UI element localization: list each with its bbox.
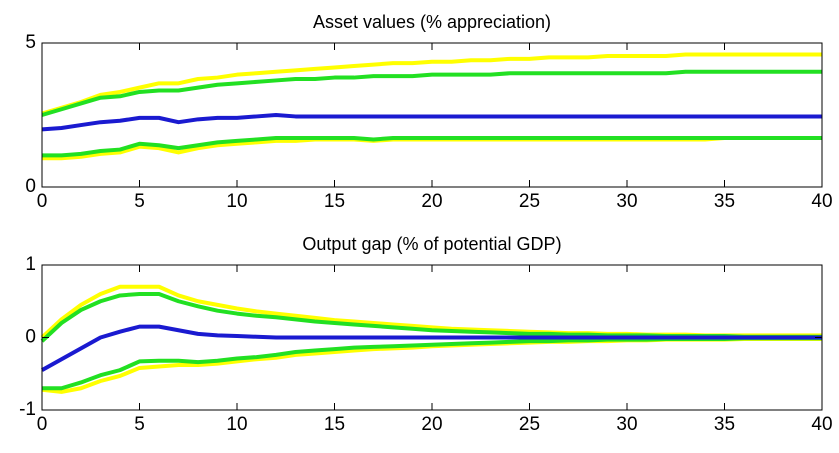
x-tick-label: 5 [134, 414, 145, 435]
x-tick-label: 30 [616, 191, 637, 212]
x-tick-label: 40 [811, 414, 832, 435]
series-line [42, 136, 822, 158]
x-tick-label: 25 [519, 191, 540, 212]
chart-title: Output gap (% of potential GDP) [302, 234, 561, 254]
x-tick-label: 30 [616, 414, 637, 435]
x-tick-label: 35 [714, 191, 735, 212]
chart-title: Asset values (% appreciation) [313, 12, 551, 32]
x-tick-label: 40 [811, 191, 832, 212]
y-tick-label: -1 [19, 399, 36, 420]
x-tick-label: 15 [324, 191, 345, 212]
series-line [41, 52, 822, 116]
x-tick-label: 0 [37, 191, 48, 212]
x-tick-label: 20 [421, 414, 442, 435]
x-tick-label: 10 [226, 414, 247, 435]
x-tick-label: 15 [324, 414, 345, 435]
x-tick-label: 35 [714, 414, 735, 435]
y-tick-label: 0 [25, 327, 36, 348]
y-tick-label: 5 [25, 32, 36, 53]
x-tick-label: 5 [134, 191, 145, 212]
series-line [41, 113, 822, 132]
y-tick-label: 0 [25, 176, 36, 197]
x-tick-label: 10 [226, 191, 247, 212]
x-tick-label: 0 [37, 414, 48, 435]
x-tick-label: 20 [421, 191, 442, 212]
x-tick-label: 25 [519, 414, 540, 435]
y-tick-label: 1 [25, 254, 36, 275]
series-line [41, 324, 822, 372]
series-line [41, 69, 822, 117]
